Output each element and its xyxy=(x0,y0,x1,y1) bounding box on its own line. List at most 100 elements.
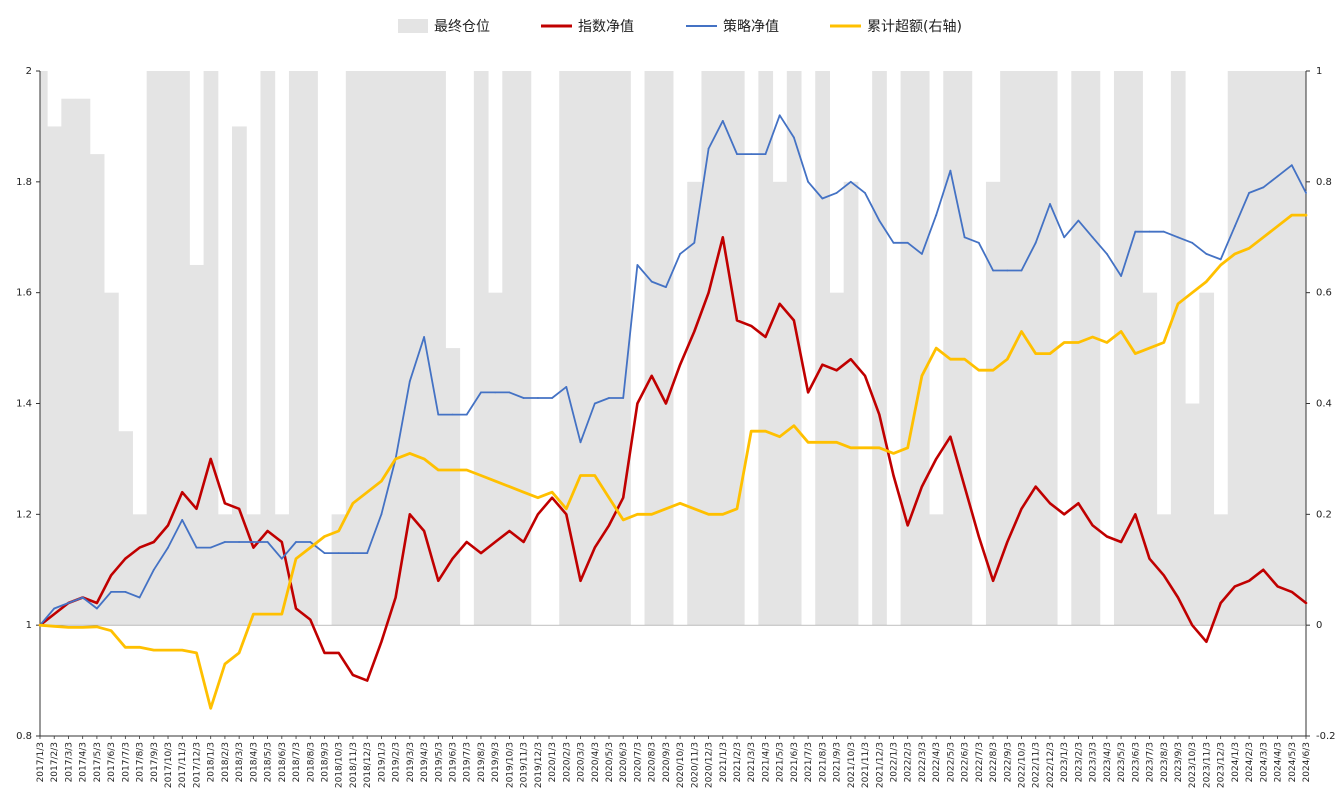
strategy-nav-line-point xyxy=(608,397,610,399)
position-bar xyxy=(47,126,62,626)
index-nav-line-point xyxy=(878,413,881,416)
index-nav-line-point xyxy=(380,640,383,643)
cum-excess-line-point xyxy=(835,441,838,444)
x-tick-label: 2017/11/3 xyxy=(178,742,188,788)
x-tick-label: 2020/11/3 xyxy=(690,742,700,788)
index-nav-line-point xyxy=(1134,513,1137,516)
strategy-nav-line-point xyxy=(1134,230,1137,233)
position-bar xyxy=(587,71,603,626)
x-tick-label: 2020/10/3 xyxy=(676,742,686,788)
cum-excess-line-point xyxy=(67,626,70,629)
x-tick-label: 2023/10/3 xyxy=(1188,742,1198,788)
position-bar xyxy=(1185,403,1200,626)
position-bar xyxy=(260,71,276,626)
position-bar xyxy=(61,98,77,626)
strategy-nav-line-point xyxy=(579,441,582,444)
position-bar xyxy=(1085,71,1101,626)
series-lines-layer xyxy=(38,114,1308,710)
index-nav-line-point xyxy=(935,458,938,460)
cum-excess-line-point xyxy=(124,646,127,649)
index-nav-line-point xyxy=(494,541,497,543)
index-nav-line-point xyxy=(53,613,56,615)
strategy-nav-line-point xyxy=(878,219,881,222)
cum-excess-line-point xyxy=(53,625,56,628)
position-bar xyxy=(1270,71,1286,626)
x-tick-label: 2018/11/3 xyxy=(349,742,359,788)
cum-excess-line-point xyxy=(181,649,184,651)
strategy-nav-line-point xyxy=(352,552,354,554)
index-nav-line-point xyxy=(1091,524,1094,527)
strategy-nav-line-point xyxy=(480,391,482,394)
cum-excess-line-point xyxy=(1034,352,1037,355)
x-tick-label: 2023/11/3 xyxy=(1202,742,1212,788)
position-bar xyxy=(559,71,574,626)
strategy-nav-line-point xyxy=(1248,192,1250,194)
cum-excess-line-point xyxy=(81,626,84,629)
x-tick-label: 2018/8/3 xyxy=(306,742,316,782)
index-nav-line-point xyxy=(793,319,795,322)
index-nav-line-point xyxy=(1020,507,1023,510)
x-tick-label: 2021/9/3 xyxy=(833,742,843,782)
cum-excess-line-point xyxy=(1091,336,1094,338)
index-nav-line-point xyxy=(551,496,553,499)
cum-excess-line-point xyxy=(508,485,511,488)
cum-excess-line-point xyxy=(935,347,938,349)
strategy-nav-line-point xyxy=(992,269,994,272)
cum-excess-line-point xyxy=(1006,358,1009,361)
cum-excess-line-point xyxy=(565,507,568,510)
position-bar xyxy=(331,514,347,626)
cum-excess-line-point xyxy=(778,435,781,438)
x-tick-label: 2018/4/3 xyxy=(249,742,259,782)
index-nav-line-point xyxy=(1162,574,1165,577)
strategy-nav-line-point xyxy=(736,153,738,156)
x-tick-label: 2019/9/3 xyxy=(491,742,501,782)
y-left-tick-label: 2 xyxy=(26,66,32,77)
cum-excess-line-point xyxy=(195,652,198,654)
position-bar xyxy=(445,348,461,626)
position-bar xyxy=(217,514,233,626)
x-tick-label: 2022/8/3 xyxy=(989,742,999,782)
index-nav-line-point xyxy=(508,530,511,532)
strategy-nav-line-point xyxy=(152,568,155,571)
index-nav-line-point xyxy=(366,679,369,682)
strategy-nav-line-point xyxy=(380,513,383,516)
cum-excess-line-point xyxy=(807,441,809,444)
x-tick-label: 2020/3/3 xyxy=(577,742,587,782)
strategy-nav-line-point xyxy=(551,397,553,399)
position-bar xyxy=(1156,514,1172,626)
x-tick-label: 2022/4/3 xyxy=(932,742,942,782)
index-nav-line-point xyxy=(181,491,184,494)
cum-excess-line-point xyxy=(736,507,738,510)
position-bar xyxy=(1014,71,1030,626)
index-nav-line-point xyxy=(906,524,909,527)
position-bar xyxy=(104,292,119,626)
strategy-nav-line-point xyxy=(181,519,184,521)
legend-item-strategy-nav: 策略净值 xyxy=(686,18,779,35)
index-nav-line-point xyxy=(1148,557,1151,560)
strategy-nav-line-point xyxy=(1120,275,1122,277)
position-bar xyxy=(658,71,674,626)
index-nav-line-point xyxy=(1305,602,1307,604)
index-nav-line-point xyxy=(480,552,482,554)
cum-excess-line-point xyxy=(1262,236,1265,239)
position-bar xyxy=(75,98,91,626)
x-tick-label: 2021/1/3 xyxy=(719,742,729,782)
y-left-tick-label: 1.4 xyxy=(16,399,32,410)
x-tick-label: 2024/6/3 xyxy=(1302,742,1312,782)
strategy-nav-line-point xyxy=(465,413,468,416)
strategy-nav-line-point xyxy=(1305,192,1307,194)
index-nav-line-point xyxy=(295,607,297,610)
cum-excess-line-point xyxy=(380,480,383,482)
strategy-nav-line-point xyxy=(323,552,326,554)
cum-excess-line-point xyxy=(1290,214,1293,217)
cum-excess-line-point xyxy=(39,624,41,627)
index-nav-line-point xyxy=(1262,568,1265,571)
index-nav-line-point xyxy=(465,541,468,543)
cum-excess-line-point xyxy=(437,469,440,471)
position-bar xyxy=(203,71,219,626)
cum-excess-line-point xyxy=(665,507,667,510)
cum-excess-line-point xyxy=(949,358,952,361)
index-nav-line-point xyxy=(522,541,525,543)
index-nav-line-point xyxy=(764,336,767,338)
